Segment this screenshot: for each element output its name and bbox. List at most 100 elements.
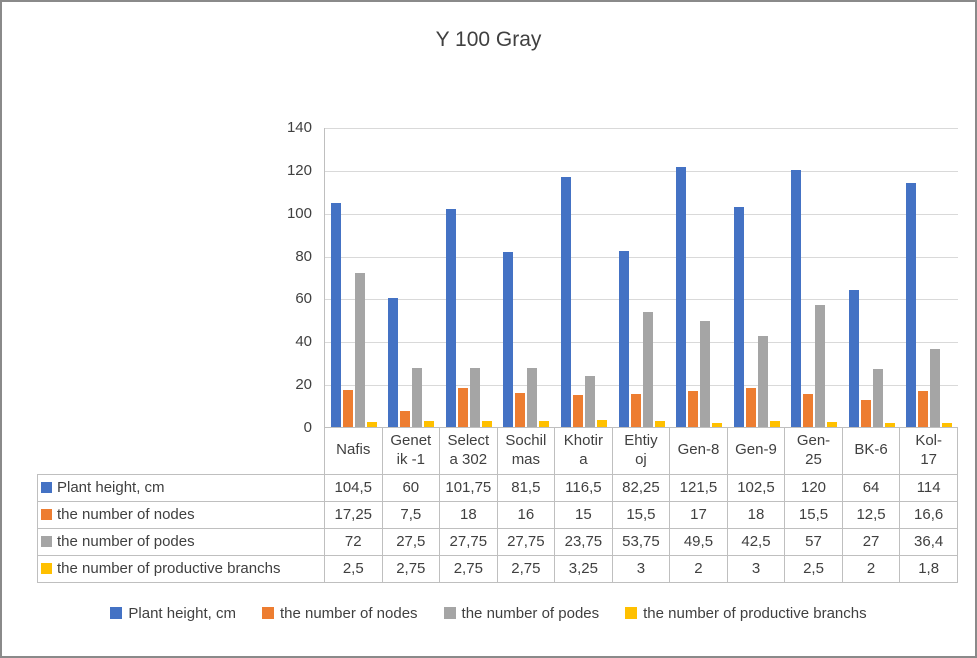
y-tick-label: 120 [286, 161, 312, 179]
bar [596, 420, 607, 427]
bar [815, 304, 826, 427]
value-cell: 15,5 [784, 500, 843, 529]
bar [388, 298, 399, 427]
series-name: Plant height, cm [57, 479, 165, 496]
bar-group [785, 128, 843, 427]
value-cell: 57 [784, 527, 843, 556]
bar [688, 390, 699, 427]
legend-label: the number of productive branchs [643, 604, 867, 622]
bar [412, 368, 423, 427]
bar [930, 349, 941, 427]
value-cell: 114 [899, 473, 958, 502]
bar-group [670, 128, 728, 427]
category-label: Kol- 17 [899, 428, 958, 475]
bar [884, 422, 895, 427]
bar [803, 393, 814, 427]
table-corner [38, 428, 325, 474]
value-cell: 2 [841, 554, 901, 583]
value-cell: 18 [439, 500, 498, 529]
series-name: the number of productive branchs [57, 560, 281, 577]
bar [527, 367, 538, 427]
value-cell: 17,25 [324, 500, 383, 529]
bar-series-container [325, 128, 958, 427]
bar [481, 421, 492, 427]
bar [584, 376, 595, 427]
value-cell: 116,5 [554, 473, 613, 502]
series-label-cell: Plant height, cm [37, 473, 325, 502]
value-cell: 102,5 [726, 473, 786, 502]
series-key-icon [41, 536, 52, 547]
value-cell: 60 [381, 473, 441, 502]
legend-swatch-icon [443, 607, 456, 619]
value-cell: 2,5 [324, 554, 383, 583]
series-label-cell: the number of podes [37, 527, 325, 556]
value-cell: 42,5 [726, 527, 786, 556]
gridline [325, 256, 958, 258]
value-cell: 2,5 [784, 554, 843, 583]
value-cell: 16,6 [899, 500, 958, 529]
bar [560, 177, 571, 427]
y-axis: 0 20 40 60 80 100 120 140 [37, 119, 324, 436]
bar [848, 289, 859, 427]
value-cell: 3,25 [554, 554, 613, 583]
value-cell: 27 [841, 527, 901, 556]
value-cell: 104,5 [324, 473, 383, 502]
legend-swatch-icon [110, 607, 123, 619]
category-label: Gen- 25 [784, 428, 843, 475]
category-label: Ehtiy oj [611, 428, 671, 475]
bar-group [498, 128, 556, 427]
category-label: Sochil mas [496, 428, 556, 475]
gridline [325, 128, 958, 129]
legend-label: Plant height, cm [128, 604, 236, 622]
value-cell: 101,75 [439, 473, 498, 502]
value-cell: 3 [726, 554, 786, 583]
table-row: Plant height, cm 104,5 60 101,75 81,5 116,5 82… [37, 473, 958, 502]
y-tick-label: 0 [303, 419, 312, 436]
series-key-icon [41, 482, 52, 493]
bar [918, 391, 929, 427]
bar-group [325, 128, 383, 427]
category-label: Gen-9 [726, 428, 786, 475]
bar [791, 169, 802, 427]
bar [654, 420, 665, 427]
value-cell: 23,75 [554, 527, 613, 556]
bar [630, 393, 641, 427]
bar [676, 166, 687, 427]
bar [712, 422, 723, 427]
value-cell: 64 [841, 473, 901, 502]
series-label-cell: the number of productive branchs [37, 554, 325, 583]
bar [618, 250, 629, 427]
value-cell: 82,25 [611, 473, 671, 502]
series-key-icon [41, 563, 52, 574]
value-cell: 17 [669, 500, 728, 529]
value-cell: 72 [324, 527, 383, 556]
bar [572, 394, 583, 427]
value-cell: 3 [611, 554, 671, 583]
bar [366, 421, 377, 427]
table-row: the number of productive branchs 2,5 2,75 2… [37, 554, 958, 583]
gridline [325, 342, 958, 344]
gridline [325, 299, 958, 301]
y-tick-label: 140 [286, 119, 312, 136]
gridline [325, 170, 958, 172]
value-cell: 49,5 [669, 527, 728, 556]
chart-title: Y 100 Gray [435, 28, 542, 51]
y-tick-label: 60 [295, 290, 312, 308]
bar [330, 203, 341, 427]
value-cell: 1,8 [899, 554, 958, 583]
bar [700, 320, 711, 427]
plot-area [324, 128, 958, 428]
table-row: the number of nodes 17,25 7,5 18 16 15 15,5 17 1… [37, 500, 958, 529]
value-cell: 53,75 [611, 527, 671, 556]
legend-label: the number of podes [461, 604, 600, 622]
legend-item: the number of nodes [261, 604, 418, 622]
bar [642, 311, 653, 427]
bar-group [555, 128, 613, 427]
value-cell: 27,5 [381, 527, 441, 556]
value-cell: 36,4 [899, 527, 958, 556]
legend-label: the number of nodes [279, 604, 418, 622]
series-name: the number of podes [57, 533, 195, 550]
plot-region: 0 20 40 60 80 100 120 140 [37, 119, 958, 436]
bar [769, 420, 780, 427]
